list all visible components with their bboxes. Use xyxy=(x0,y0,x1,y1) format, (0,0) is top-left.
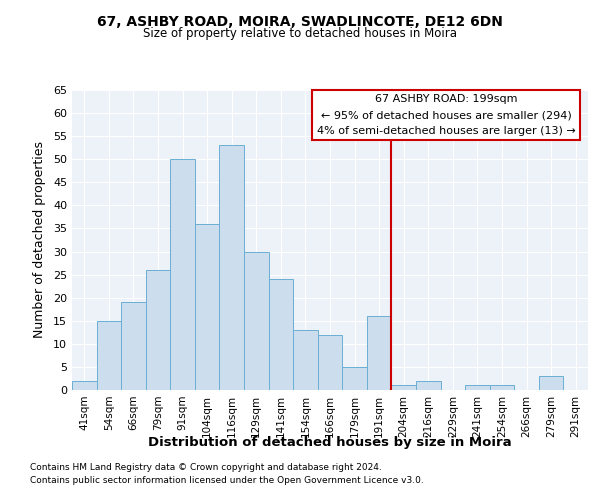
Text: Distribution of detached houses by size in Moira: Distribution of detached houses by size … xyxy=(148,436,512,449)
Text: 67, ASHBY ROAD, MOIRA, SWADLINCOTE, DE12 6DN: 67, ASHBY ROAD, MOIRA, SWADLINCOTE, DE12… xyxy=(97,15,503,29)
Bar xyxy=(97,321,121,390)
Bar xyxy=(244,252,269,390)
Bar xyxy=(146,270,170,390)
Bar xyxy=(170,159,195,390)
Bar xyxy=(342,367,367,390)
Bar xyxy=(72,381,97,390)
Text: Size of property relative to detached houses in Moira: Size of property relative to detached ho… xyxy=(143,28,457,40)
Text: Contains public sector information licensed under the Open Government Licence v3: Contains public sector information licen… xyxy=(30,476,424,485)
Bar xyxy=(220,146,244,390)
Bar xyxy=(539,376,563,390)
Text: 67 ASHBY ROAD: 199sqm
← 95% of detached houses are smaller (294)
4% of semi-deta: 67 ASHBY ROAD: 199sqm ← 95% of detached … xyxy=(317,94,575,136)
Y-axis label: Number of detached properties: Number of detached properties xyxy=(33,142,46,338)
Bar xyxy=(195,224,220,390)
Bar xyxy=(490,386,514,390)
Bar xyxy=(465,386,490,390)
Bar xyxy=(121,302,146,390)
Bar xyxy=(391,386,416,390)
Text: Contains HM Land Registry data © Crown copyright and database right 2024.: Contains HM Land Registry data © Crown c… xyxy=(30,464,382,472)
Bar xyxy=(416,381,440,390)
Bar xyxy=(367,316,391,390)
Bar xyxy=(269,279,293,390)
Bar xyxy=(293,330,318,390)
Bar xyxy=(318,334,342,390)
